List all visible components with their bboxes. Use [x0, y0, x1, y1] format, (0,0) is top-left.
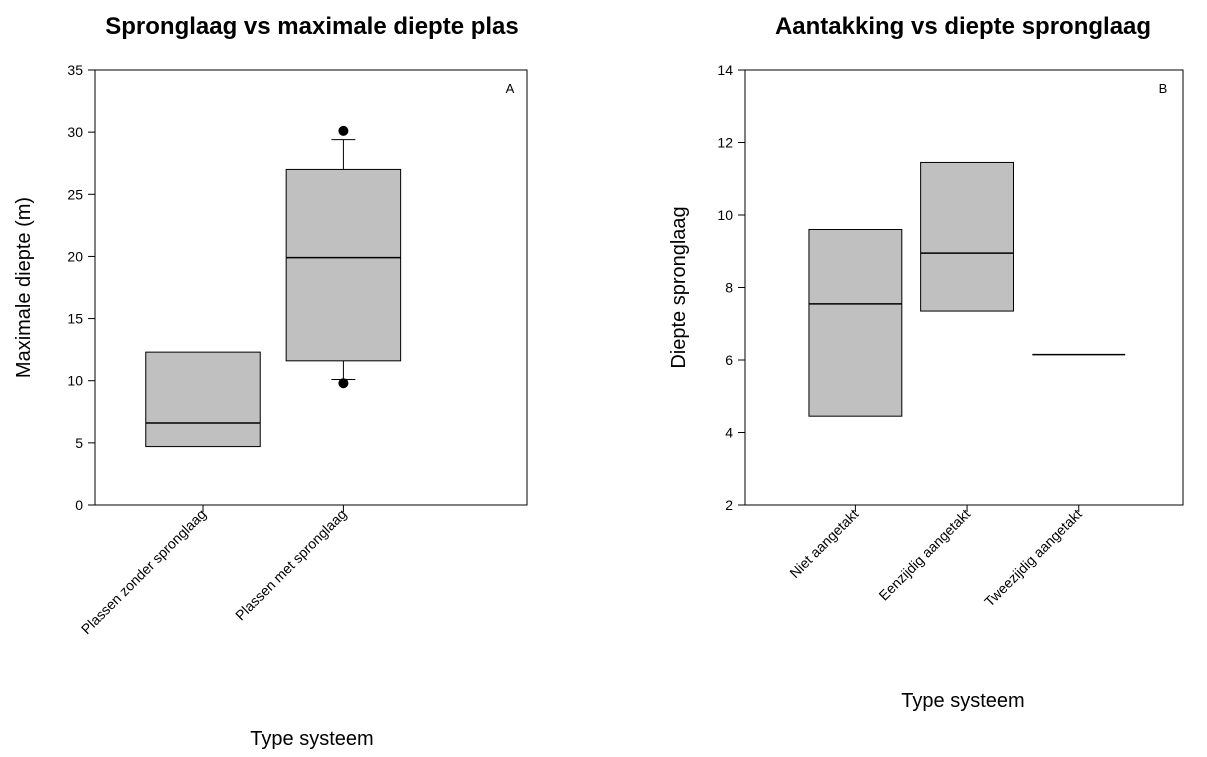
y-tick-label: 0 — [75, 497, 83, 513]
y-tick-label: 20 — [67, 248, 83, 264]
box-body — [285, 168, 402, 362]
box-1 — [920, 161, 1014, 312]
chart-title: Spronglaag vs maximale diepte plas — [105, 13, 518, 40]
box-0 — [808, 229, 903, 417]
y-tick-label: 35 — [67, 62, 83, 78]
x-category-label: Niet aangetakt — [786, 506, 861, 581]
x-category-label: Eenzijdig aangetakt — [875, 506, 973, 604]
plot-frame — [94, 69, 528, 506]
box-1 — [285, 125, 402, 389]
x-category-label: Plassen zonder spronglaag — [78, 506, 209, 637]
box-body — [808, 229, 903, 417]
outlier-point — [338, 378, 349, 389]
y-tick-label: 5 — [75, 435, 83, 451]
y-axis-label: Diepte spronglaag — [668, 206, 690, 368]
y-tick-label: 10 — [717, 207, 733, 223]
y-tick-label: 4 — [725, 425, 733, 441]
y-tick-label: 2 — [725, 497, 733, 513]
x-category-label: Tweezijdig aangetakt — [981, 506, 1085, 610]
y-axis-label: Maximale diepte (m) — [13, 197, 35, 378]
y-tick-label: 8 — [725, 280, 733, 296]
y-tick-label: 10 — [67, 373, 83, 389]
box-body — [145, 351, 261, 448]
chart-panel-a: Spronglaag vs maximale diepte plas A 0 5 10 1… — [13, 13, 528, 750]
box-0 — [145, 351, 261, 448]
x-axis-label: Type systeem — [250, 728, 373, 750]
y-tick-label: 15 — [67, 311, 83, 327]
x-category-label: Plassen met spronglaag — [232, 506, 350, 624]
outlier-point — [338, 125, 349, 136]
panel-label: A — [506, 81, 515, 96]
chart-panel-b: Aantakking vs diepte spronglaag B 2 4 6 8 10 12… — [668, 13, 1184, 712]
chart-title: Aantakking vs diepte spronglaag — [775, 13, 1151, 40]
y-tick-label: 14 — [717, 62, 733, 78]
y-tick-label: 12 — [717, 135, 733, 151]
y-tick-label: 6 — [725, 352, 733, 368]
panel-label: B — [1159, 81, 1168, 96]
y-tick-label: 25 — [67, 186, 83, 202]
box-body — [920, 161, 1014, 312]
x-axis-label: Type systeem — [901, 690, 1024, 712]
y-tick-label: 30 — [67, 124, 83, 140]
